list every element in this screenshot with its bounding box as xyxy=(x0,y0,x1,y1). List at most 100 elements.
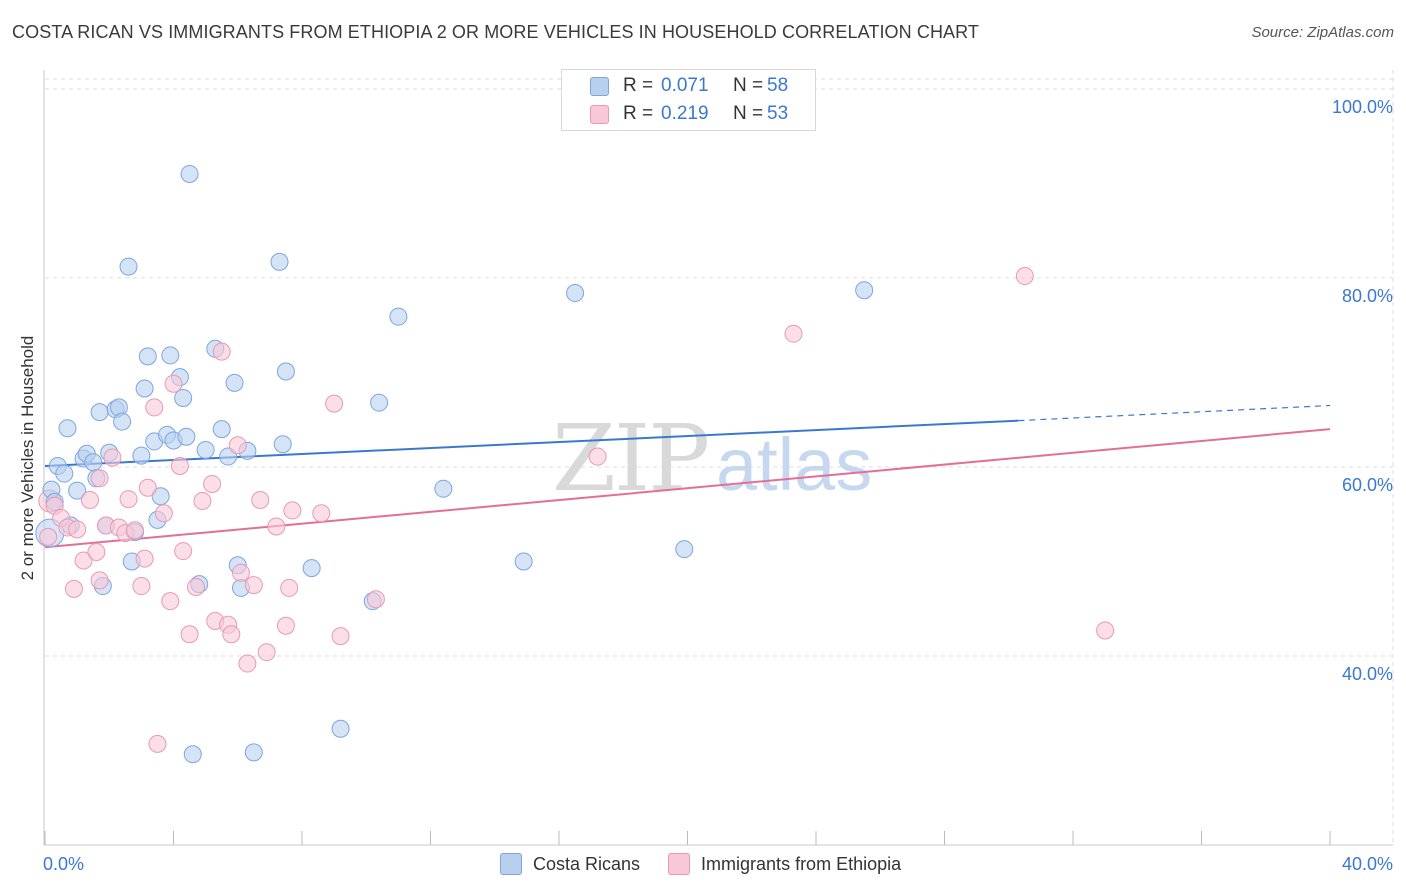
grid-lines xyxy=(45,70,1394,845)
data-point xyxy=(212,342,231,361)
data-point xyxy=(276,616,295,635)
n-label: N = xyxy=(733,75,764,96)
data-point xyxy=(148,734,167,753)
data-point xyxy=(177,427,196,446)
axes xyxy=(43,70,1393,846)
legend-swatch-pink xyxy=(590,104,609,124)
legend-item-costa-ricans[interactable]: Costa Ricans xyxy=(500,853,640,875)
data-point xyxy=(84,453,103,472)
stats-row-costa-ricans: R = 0.071 N = 58 xyxy=(562,72,788,100)
r-label: R = xyxy=(623,103,654,124)
data-point xyxy=(39,527,58,546)
data-point xyxy=(125,521,144,540)
source-label: Source: ZipAtlas.com xyxy=(1251,24,1394,41)
data-point xyxy=(283,501,302,520)
data-point xyxy=(302,559,321,578)
legend-swatch-blue xyxy=(590,76,609,96)
data-point xyxy=(244,576,263,595)
data-point xyxy=(855,281,874,300)
data-point xyxy=(132,577,151,596)
y-tick-label: 60.0% xyxy=(1342,475,1393,495)
data-point xyxy=(238,654,257,673)
trend-line-extension xyxy=(1018,404,1331,422)
r-value: 0.219 xyxy=(661,103,709,124)
data-point xyxy=(186,577,205,596)
data-point xyxy=(675,540,694,559)
data-point xyxy=(74,551,93,570)
data-point xyxy=(1015,267,1034,286)
stats-legend: R = 0.071 N = 58 R = 0.219 N = 53 xyxy=(561,69,816,131)
data-point xyxy=(145,398,164,417)
data-point xyxy=(231,563,250,582)
watermark: ZIP atlas xyxy=(552,405,872,512)
data-point xyxy=(183,745,202,764)
data-point xyxy=(784,324,803,343)
series-legend: Costa Ricans Immigrants from Ethiopia xyxy=(500,852,929,876)
data-point xyxy=(257,643,276,662)
legend-swatch-blue xyxy=(500,853,522,875)
data-point xyxy=(161,592,180,611)
data-point xyxy=(212,420,231,439)
data-point xyxy=(151,487,170,506)
n-value: 58 xyxy=(767,75,789,96)
data-point xyxy=(174,542,193,561)
data-point xyxy=(193,491,212,510)
n-value: 53 xyxy=(767,103,789,124)
data-point xyxy=(138,347,157,366)
data-point xyxy=(103,448,122,467)
data-points xyxy=(35,164,1115,764)
data-point xyxy=(251,491,270,510)
data-point xyxy=(370,393,389,412)
trend-line-ethiopia xyxy=(44,428,1331,549)
data-point xyxy=(164,374,183,393)
data-point xyxy=(138,478,157,497)
data-point xyxy=(312,504,331,523)
data-point xyxy=(64,579,83,598)
data-point xyxy=(222,625,241,644)
x-tick-label-min: 0.0% xyxy=(43,854,84,874)
data-point xyxy=(161,346,180,365)
data-point xyxy=(180,625,199,644)
data-point xyxy=(203,474,222,493)
watermark-zip: ZIP xyxy=(552,405,708,512)
data-point xyxy=(119,490,138,509)
x-tick-label-max: 40.0% xyxy=(1342,854,1393,874)
data-point xyxy=(135,379,154,398)
y-tick-label: 100.0% xyxy=(1332,97,1393,117)
data-point xyxy=(434,479,453,498)
data-point xyxy=(68,520,87,539)
data-point xyxy=(270,252,289,271)
legend-label: Immigrants from Ethiopia xyxy=(701,853,902,874)
data-point xyxy=(273,435,292,454)
data-point xyxy=(514,552,533,571)
stats-row-ethiopia: R = 0.219 N = 53 xyxy=(562,100,788,128)
data-point xyxy=(276,362,295,381)
r-label: R = xyxy=(623,75,654,96)
data-point xyxy=(90,403,109,422)
data-point xyxy=(225,373,244,392)
data-point xyxy=(58,419,77,438)
data-point xyxy=(90,469,109,488)
data-point xyxy=(132,446,151,465)
data-point xyxy=(170,457,189,476)
r-value: 0.071 xyxy=(661,75,709,96)
data-point xyxy=(180,164,199,183)
chart-title: COSTA RICAN VS IMMIGRANTS FROM ETHIOPIA … xyxy=(12,22,980,42)
data-point xyxy=(588,447,607,466)
legend-item-ethiopia[interactable]: Immigrants from Ethiopia xyxy=(668,853,901,875)
data-point xyxy=(113,412,132,431)
data-point xyxy=(244,743,263,762)
data-point xyxy=(228,436,247,455)
y-tick-label: 80.0% xyxy=(1342,286,1393,306)
data-point xyxy=(90,571,109,590)
data-point xyxy=(80,491,99,510)
data-point xyxy=(1096,621,1115,640)
data-point xyxy=(267,517,286,536)
data-point xyxy=(135,549,154,568)
watermark-atlas: atlas xyxy=(716,423,872,506)
n-label: N = xyxy=(733,103,764,124)
tick-labels: 40.0% 60.0% 80.0% 100.0% 0.0% 40.0% xyxy=(43,97,1393,874)
data-point xyxy=(325,394,344,413)
data-point xyxy=(174,388,193,407)
